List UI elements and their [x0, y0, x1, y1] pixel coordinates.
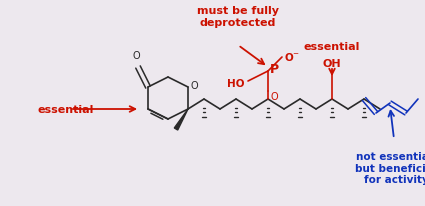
Text: must be fully
deprotected: must be fully deprotected — [197, 6, 279, 28]
Text: O: O — [132, 51, 140, 61]
Text: essential: essential — [304, 42, 360, 52]
Text: not essential,
but beneficial
for activity: not essential, but beneficial for activi… — [355, 151, 425, 184]
Polygon shape — [174, 109, 188, 130]
Text: O$^{-}$: O$^{-}$ — [284, 51, 300, 63]
Text: essential: essential — [38, 104, 94, 115]
Text: OH: OH — [323, 59, 341, 69]
Text: HO: HO — [227, 79, 245, 89]
Text: P: P — [270, 63, 279, 76]
Text: O: O — [191, 81, 198, 91]
Text: O: O — [271, 91, 279, 102]
